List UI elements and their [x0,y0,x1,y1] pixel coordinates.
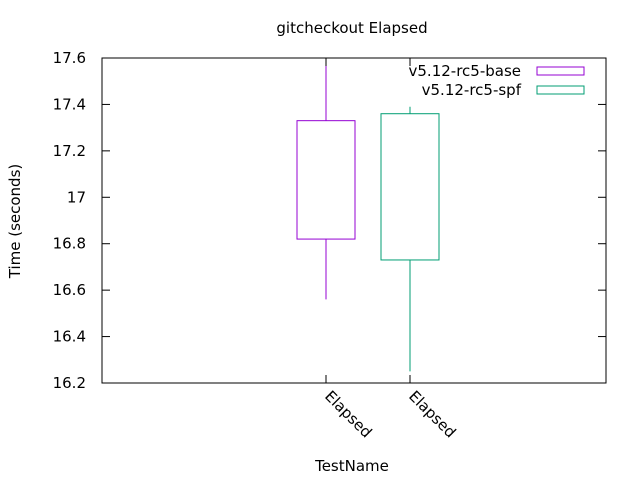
box-rect [296,120,356,240]
y-tick-label: 16.6 [53,281,86,299]
box-v5.12-rc5-spf [380,106,440,372]
y-axis-label: Time (seconds) [6,164,24,280]
y-tick-label: 17 [67,188,86,206]
plot-frame [101,57,607,384]
box-rect [380,113,440,261]
legend-label: v5.12-rc5-spf [422,81,522,99]
legend-label: v5.12-rc5-base [409,62,522,80]
y-axis-ticks [102,57,606,384]
box-v5.12-rc5-base [296,58,356,300]
y-tick-label: 17.4 [53,95,86,113]
y-tick-label: 16.4 [53,328,86,346]
chart-title: gitcheckout Elapsed [276,19,427,37]
y-axis-tick-labels: 16.2 16.4 16.6 16.8 17 17.2 17.4 17.6 [53,49,86,392]
x-axis-label: TestName [314,457,389,475]
legend-swatch [536,85,585,95]
x-tick-label: Elapsed [321,387,375,441]
y-tick-label: 16.8 [53,235,86,253]
box-series [296,58,440,383]
x-axis-tick-labels: Elapsed Elapsed [321,387,459,441]
x-tick-label: Elapsed [405,387,459,441]
y-tick-label: 17.6 [53,49,86,67]
y-tick-label: 16.2 [53,374,86,392]
legend-swatch [536,66,585,76]
y-tick-label: 17.2 [53,142,86,160]
